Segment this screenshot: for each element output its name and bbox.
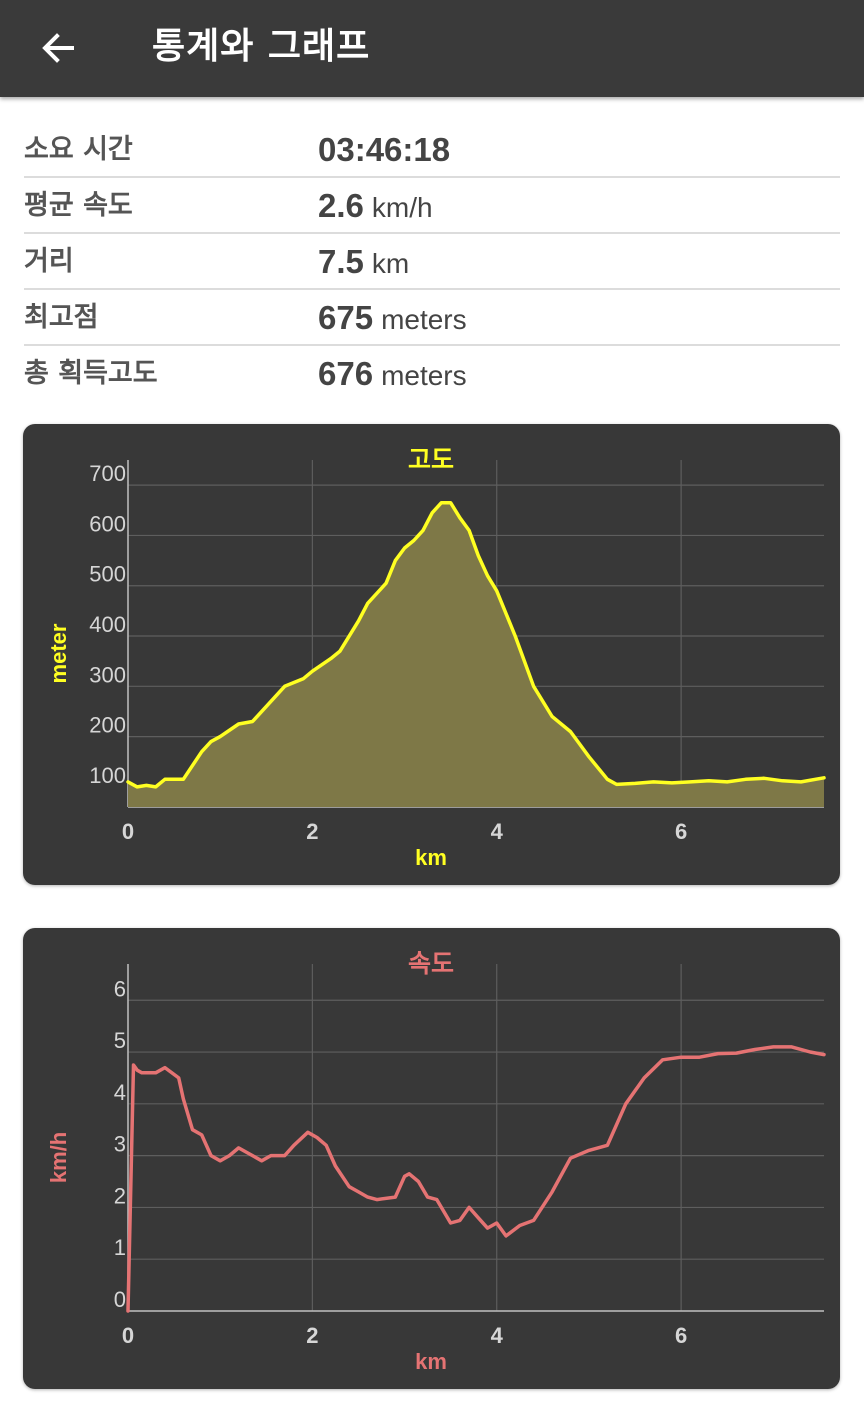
y-tick-label: 100 [89,763,126,788]
speed-chart-card: 0 1 2 3 4 5 6 0 2 4 6 속도 km km/h [23,928,840,1389]
altitude-area-fill [128,502,824,807]
y-tick-label: 200 [89,713,126,738]
app-bar: 통계와 그래프 [0,0,864,97]
stat-value: 03:46:18 [318,131,451,168]
stat-row-max-altitude: 최고점 675 meters [24,290,840,346]
stat-unit: km/h [371,192,433,223]
y-tick-label: 600 [89,511,126,536]
stat-value: 7.5 km [318,243,410,280]
x-tick-label: 6 [675,819,687,844]
stat-label: 평균 속도 [24,190,133,221]
back-button[interactable] [28,20,88,76]
stat-row-avg-speed: 평균 속도 2.6 km/h [24,178,840,234]
x-tick-label: 0 [122,819,134,844]
y-tick-label: 1 [114,1235,126,1260]
stats-list: 소요 시간 03:46:18 평균 속도 2.6 km/h 거리 7.5 km 최고… [24,122,840,402]
stat-unit: km [371,248,410,279]
stat-label: 최고점 [24,302,99,333]
page-title: 통계와 그래프 [152,26,371,67]
stat-label: 소요 시간 [24,134,133,165]
y-tick-label: 400 [89,612,126,637]
x-tick-label: 4 [491,1323,504,1348]
stat-value: 2.6 km/h [318,187,433,224]
y-tick-label: 500 [89,562,126,587]
stat-value: 675 meters [318,299,467,336]
altitude-chart: 100 200 300 400 500 600 700 0 2 4 6 고도 km meter [46,445,826,870]
speed-chart: 0 1 2 3 4 5 6 0 2 4 6 속도 km km/h [46,949,826,1374]
y-axis-label: meter [46,623,71,683]
x-axis-label: km [415,845,447,870]
y-tick-label: 2 [114,1183,126,1208]
x-tick-label: 2 [306,1323,318,1348]
x-axis-label: km [415,1349,447,1374]
x-tick-label: 2 [306,819,318,844]
stat-unit: meters [381,304,467,335]
y-tick-label: 300 [89,662,126,687]
x-tick-label: 6 [675,1323,687,1348]
x-tick-label: 0 [122,1323,134,1348]
series-line [126,1045,826,1313]
y-axis-label: km/h [46,1132,71,1183]
stat-row-elevation-gain: 총 획득고도 676 meters [24,346,840,402]
y-tick-label: 4 [114,1080,126,1105]
y-tick-label: 6 [114,976,126,1001]
series-line [126,500,826,789]
y-tick-label: 5 [114,1028,126,1053]
stat-row-duration: 소요 시간 03:46:18 [24,122,840,178]
y-tick-label: 3 [114,1132,126,1157]
y-tick-label: 700 [89,461,126,486]
x-tick-label: 4 [491,819,504,844]
stat-label: 총 획득고도 [24,358,158,389]
stat-label: 거리 [24,246,74,277]
arrow-left-icon [42,33,74,63]
stat-unit: meters [381,360,467,391]
altitude-chart-card: 100 200 300 400 500 600 700 0 2 4 6 고도 km meter [23,424,840,885]
stat-value: 676 meters [318,355,467,392]
chart-title: 속도 [408,949,454,978]
chart-title: 고도 [408,445,454,474]
y-tick-label: 0 [114,1287,126,1312]
stat-row-distance: 거리 7.5 km [24,234,840,290]
